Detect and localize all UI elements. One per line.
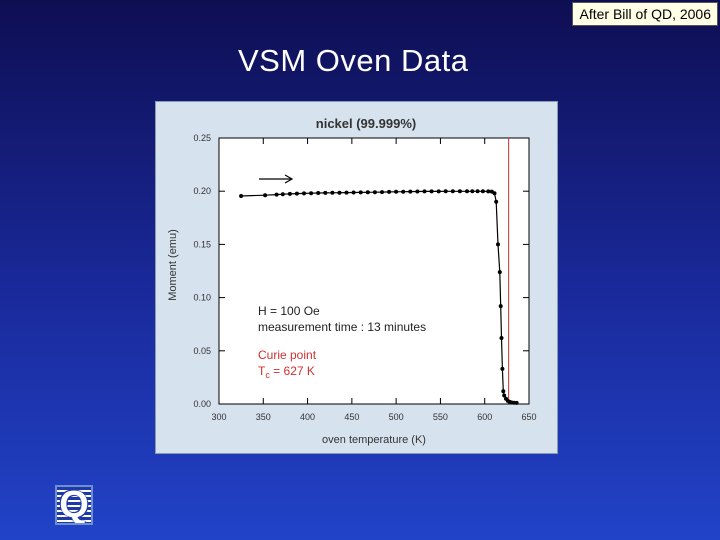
data-point — [429, 189, 434, 194]
data-point — [239, 194, 244, 198]
data-point — [294, 191, 299, 196]
data-point — [280, 192, 285, 197]
data-point — [401, 189, 406, 194]
data-point — [502, 393, 507, 398]
data-point — [501, 389, 506, 394]
curie-temperature-label: Tc = 627 K — [258, 364, 315, 380]
tc-value: = 627 K — [270, 364, 315, 378]
data-point — [465, 189, 469, 194]
data-point — [422, 189, 427, 194]
tc-symbol: T — [258, 364, 266, 378]
chart-title: nickel (99.999%) — [316, 116, 416, 131]
data-point — [443, 189, 448, 194]
data-point — [457, 189, 462, 194]
logo-stripes — [57, 487, 91, 523]
data-point — [394, 189, 399, 194]
data-point — [436, 189, 441, 194]
data-point — [500, 366, 505, 371]
data-point — [351, 190, 356, 195]
x-tick-label: 600 — [477, 412, 492, 422]
data-point — [316, 191, 321, 195]
chart-panel: nickel (99.999%) 0.00 0.05 0.10 0.15 0.20 0.2… — [155, 101, 558, 454]
data-point — [330, 190, 335, 195]
data-point — [274, 192, 279, 197]
data-point — [514, 400, 519, 405]
data-point — [323, 190, 328, 195]
x-axis: 300 350 400 450 500 550 600 650 — [211, 138, 537, 422]
tc-subscript: c — [265, 370, 270, 380]
data-point — [492, 191, 497, 196]
x-tick-label: 400 — [300, 412, 315, 422]
data-point — [380, 190, 384, 195]
data-point — [496, 242, 500, 247]
y-axis: 0.00 0.05 0.10 0.15 0.20 0.25 — [193, 133, 529, 409]
data-point — [498, 304, 503, 309]
qd-logo-icon: Q — [59, 485, 89, 525]
data-point — [486, 189, 491, 194]
annotations: H = 100 Oe measurement time : 13 minutes… — [258, 174, 426, 380]
y-tick-label: 0.10 — [193, 293, 211, 303]
plot-area — [218, 137, 530, 405]
time-annotation: measurement time : 13 minutes — [258, 320, 426, 334]
data-point — [344, 190, 349, 195]
data-point — [365, 190, 370, 195]
qd-logo: Q — [55, 485, 93, 525]
credit-note: After Bill of QD, 2006 — [572, 2, 718, 26]
moment-vs-temperature-chart: nickel (99.999%) 0.00 0.05 0.10 0.15 0.20 0.2… — [167, 116, 537, 446]
data-point — [302, 191, 306, 196]
x-tick-label: 650 — [521, 412, 536, 422]
data-point — [480, 189, 485, 194]
y-tick-label: 0.00 — [193, 399, 211, 409]
y-tick-label: 0.25 — [193, 133, 211, 143]
data-point — [287, 191, 292, 196]
x-tick-label: 550 — [433, 412, 448, 422]
data-point — [408, 189, 413, 194]
data-point — [497, 270, 502, 275]
data-series — [239, 138, 519, 405]
y-tick-label: 0.20 — [193, 186, 211, 196]
data-point — [415, 189, 420, 194]
x-tick-label: 450 — [344, 412, 359, 422]
x-axis-label: oven temperature (K) — [322, 434, 426, 446]
y-tick-label: 0.15 — [193, 239, 211, 249]
data-point — [475, 189, 480, 194]
field-annotation: H = 100 Oe — [258, 304, 320, 318]
direction-arrow-head-icon — [284, 174, 294, 184]
y-tick-label: 0.05 — [193, 346, 211, 356]
data-point — [494, 199, 499, 204]
data-point — [450, 189, 455, 194]
slide-title: VSM Oven Data — [238, 43, 469, 78]
data-point — [263, 193, 268, 198]
data-point — [358, 190, 363, 195]
x-tick-label: 300 — [211, 412, 226, 422]
y-axis-label: Moment (emu) — [167, 229, 179, 301]
data-point — [499, 336, 504, 340]
x-tick-label: 500 — [389, 412, 404, 422]
data-point — [337, 190, 342, 195]
curie-point-label: Curie point — [258, 348, 317, 362]
data-point — [470, 189, 475, 194]
data-point — [372, 190, 377, 195]
data-point — [309, 191, 314, 196]
data-point — [387, 189, 392, 194]
x-tick-label: 350 — [256, 412, 271, 422]
